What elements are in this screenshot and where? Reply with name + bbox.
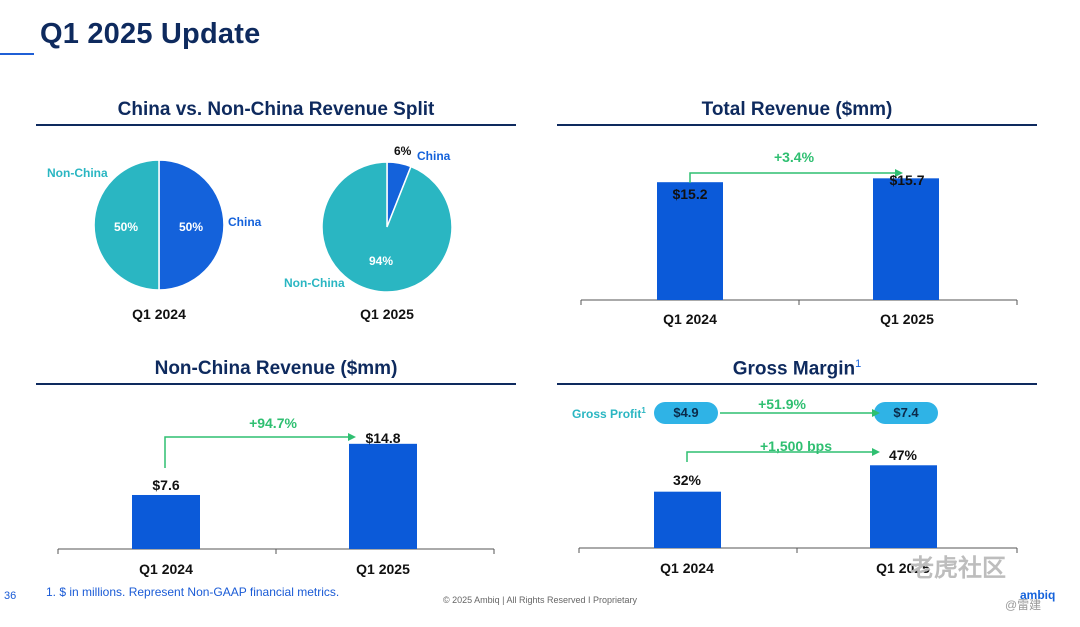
bar-q1-2025 — [349, 443, 417, 549]
page-title: Q1 2025 Update — [40, 18, 261, 50]
gross-margin-rule — [557, 383, 1037, 385]
bar-q1-2024 — [657, 182, 723, 300]
total-revenue-value-q1-2024: $15.2 — [672, 186, 708, 202]
copyright: © 2025 Ambiq | All Rights Reserved I Pro… — [442, 595, 638, 605]
gross-profit-label: Gross Profit1 — [572, 406, 646, 421]
gross-margin-value-q1-2025: 47% — [888, 447, 918, 463]
gross-profit-superscript: 1 — [641, 406, 646, 415]
gross-margin-title: Gross Margin1 — [557, 358, 1037, 380]
gross-profit-pill-q1-2025: $7.4 — [874, 402, 938, 424]
watermark-user: @雷建 — [1005, 598, 1042, 612]
bar-q1-2024 — [132, 494, 200, 549]
pie2-caption: Q1 2025 — [360, 306, 414, 322]
gross-profit-arrow-head — [872, 409, 880, 417]
pie-slice-china — [158, 159, 225, 291]
gross-margin-growth: +1,500 bps — [760, 438, 832, 454]
footnote: 1. $ in millions. Represent Non-GAAP fin… — [46, 585, 340, 599]
growth-arrow-line — [689, 172, 895, 183]
pie1-non-china-label: Non-China — [47, 166, 108, 180]
growth-arrow-head — [872, 448, 880, 456]
pie-panel-title: China vs. Non-China Revenue Split — [117, 99, 435, 120]
pie1-china-pct: 50% — [179, 220, 204, 234]
non-china-revenue-rule — [36, 383, 516, 385]
ambiq-logo: ambiq — [1020, 588, 1056, 602]
total-revenue-title: Total Revenue ($mm) — [701, 99, 893, 120]
total-revenue-category-q1-2024: Q1 2024 — [663, 311, 717, 327]
pie2-non-china-label: Non-China — [284, 276, 345, 290]
growth-arrow-head — [895, 169, 903, 177]
gross-profit-growth: +51.9% — [758, 396, 806, 412]
pie-panel-rule — [36, 124, 516, 126]
gross-profit-pill-q1-2024: $4.9 — [654, 402, 718, 424]
total-revenue-category-q1-2025: Q1 2025 — [880, 311, 934, 327]
pie2-non-china-pct: 94% — [369, 254, 394, 268]
pie-slice-non-china — [93, 159, 160, 291]
growth-arrow-line — [164, 436, 348, 468]
non-china-category-q1-2025: Q1 2025 — [356, 561, 410, 577]
pie1-non-china-pct: 50% — [114, 220, 139, 234]
bar-q1-2025 — [870, 465, 937, 548]
total-revenue-value-q1-2025: $15.7 — [889, 172, 925, 188]
non-china-revenue-title: Non-China Revenue ($mm) — [154, 358, 398, 379]
pie-slice-non-china — [321, 161, 453, 293]
gross-margin-category-q1-2024: Q1 2024 — [660, 560, 714, 576]
pie-q1-2024 — [93, 159, 225, 291]
page-number: 36 — [4, 590, 17, 602]
watermark: 老虎社区 — [910, 555, 1006, 582]
pie1-china-label: China — [228, 215, 262, 229]
growth-arrow-head — [348, 433, 356, 441]
non-china-revenue-growth: +94.7% — [249, 415, 297, 431]
pie1-caption: Q1 2024 — [132, 306, 186, 322]
pie2-china-label: China — [417, 149, 451, 163]
total-revenue-growth: +3.4% — [773, 149, 815, 165]
non-china-value-q1-2025: $14.8 — [365, 430, 401, 446]
non-china-value-q1-2024: $7.6 — [152, 477, 180, 493]
bar-q1-2024 — [654, 491, 721, 548]
growth-arrow-line — [686, 451, 872, 462]
gross-margin-superscript: 1 — [855, 358, 862, 370]
total-revenue-rule — [557, 124, 1037, 126]
gross-margin-value-q1-2024: 32% — [672, 472, 702, 488]
gross-margin-title-text: Gross Margin — [732, 358, 856, 380]
bar-q1-2025 — [873, 178, 939, 300]
pie2-china-pct: 6% — [394, 144, 412, 158]
pie-q1-2025 — [321, 161, 453, 293]
title-accent-rule — [0, 53, 34, 55]
gross-margin-category-q1-2025: Q1 2025 — [876, 560, 930, 576]
non-china-category-q1-2024: Q1 2024 — [139, 561, 193, 577]
gross-profit-label-text: Gross Profit — [572, 407, 642, 421]
